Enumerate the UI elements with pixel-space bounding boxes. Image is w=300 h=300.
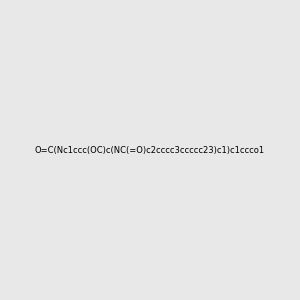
Text: O=C(Nc1ccc(OC)c(NC(=O)c2cccc3ccccc23)c1)c1ccco1: O=C(Nc1ccc(OC)c(NC(=O)c2cccc3ccccc23)c1)… <box>35 146 265 154</box>
